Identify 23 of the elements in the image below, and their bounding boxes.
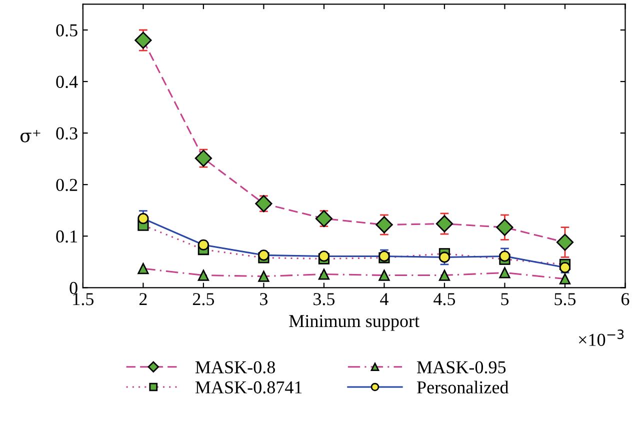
- y-tick-label: 0.4: [56, 76, 78, 88]
- x-tick-label: 1.5: [73, 293, 94, 306]
- y-tick-label: 0.1: [56, 230, 77, 243]
- x-tick-label: 4.5: [434, 293, 456, 306]
- y-axis-title: σ⁺: [20, 130, 40, 142]
- x-tick-label: 3: [260, 293, 268, 306]
- y-tick-label: 0.2: [56, 178, 78, 192]
- legend-label: MASK-0.8: [195, 361, 275, 374]
- legend-label: MASK-0.8741: [195, 381, 302, 394]
- x-axis-title: Minimum support: [289, 315, 420, 331]
- legend-label: MASK-0.95: [417, 361, 506, 374]
- x-tick-label: 2.5: [192, 293, 214, 306]
- y-tick-label: 0: [70, 282, 78, 294]
- text: ×10$^{−3}$: [579, 330, 624, 346]
- x-tick-label: 4: [380, 293, 388, 306]
- x-tick-label: 3.5: [314, 293, 335, 306]
- y-tick-label: 0.3: [56, 127, 78, 140]
- x-tick-label: 5.5: [554, 293, 576, 306]
- x-tick-label: 2: [139, 293, 147, 306]
- x-tick-label: 6: [622, 293, 630, 306]
- legend-label: Personalized: [417, 380, 509, 394]
- y-tick-label: 0.5: [56, 24, 78, 37]
- x-tick-label: 5: [501, 293, 509, 306]
